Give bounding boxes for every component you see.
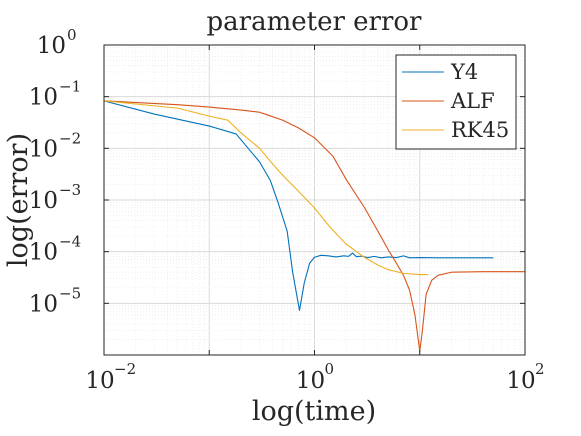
series-line-rk45: [103, 100, 429, 276]
y-tick-label-exponent: −5: [59, 284, 81, 302]
y-tick-label: 10: [29, 85, 58, 111]
y-tick-label-exponent: 0: [67, 26, 77, 44]
chart-title: parameter error: [207, 7, 423, 37]
legend-label-alf: ALF: [450, 89, 495, 113]
x-tick-label-exponent: 2: [535, 360, 545, 378]
y-tick-label: 10: [29, 136, 58, 162]
legend: Y4 ALF RK45: [395, 54, 517, 150]
y-tick-label-exponent: −2: [59, 129, 81, 147]
y-tick-label-exponent: −1: [59, 78, 81, 96]
y-tick-label-exponent: −3: [59, 181, 81, 199]
x-tick-label: 10: [506, 368, 535, 394]
tick-marks: [103, 44, 526, 356]
series-line-y4: [103, 100, 494, 311]
legend-label-y4: Y4: [450, 60, 478, 84]
y-tick-label-exponent: −4: [59, 233, 81, 251]
x-tick-label-exponent: −2: [114, 360, 136, 378]
y-tick-label: 10: [29, 240, 58, 266]
tick-labels: 10 −2 10 0 10 210 010 −110 −210 −310 −410 −5: [29, 26, 545, 394]
x-tick-label: 10: [85, 368, 114, 394]
y-tick-label: 10: [29, 188, 58, 214]
series-layer: [103, 100, 525, 352]
x-axis-label: log(time): [252, 396, 376, 427]
y-axis-label: log(error): [3, 133, 34, 267]
series-line-alf: [103, 100, 525, 352]
y-tick-label: 10: [37, 33, 66, 59]
legend-box: [395, 54, 517, 150]
x-tick-label-exponent: 0: [325, 360, 335, 378]
legend-label-rk45: RK45: [451, 118, 509, 142]
y-tick-label: 10: [29, 291, 58, 317]
x-tick-label: 10: [296, 368, 325, 394]
